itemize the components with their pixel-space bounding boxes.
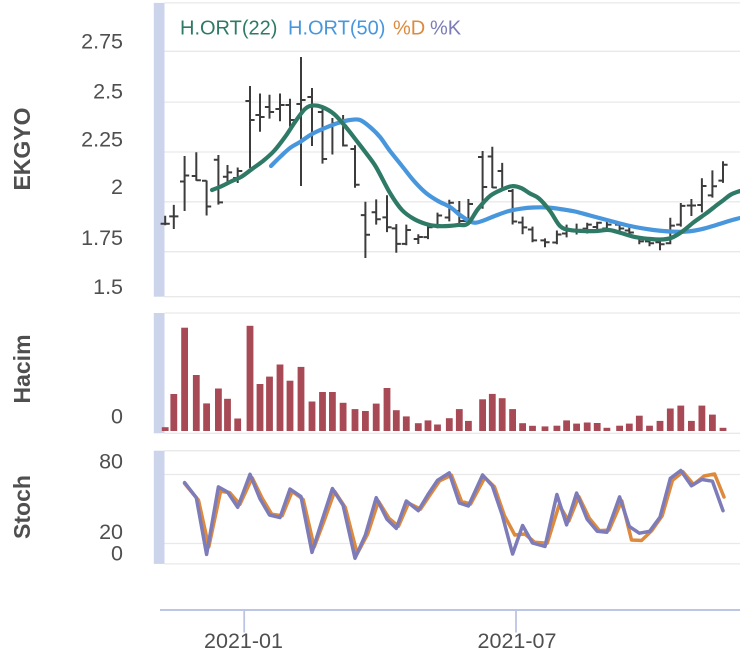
- svg-text:0: 0: [111, 542, 123, 566]
- svg-text:EKGYO: EKGYO: [9, 107, 35, 190]
- svg-text:1.75: 1.75: [81, 226, 123, 250]
- svg-text:1.5: 1.5: [93, 275, 123, 299]
- svg-text:20: 20: [99, 520, 123, 544]
- svg-text:%D: %D: [393, 18, 425, 40]
- svg-text:0: 0: [111, 405, 123, 429]
- svg-text:H.ORT(50): H.ORT(50): [288, 18, 385, 40]
- svg-text:2.25: 2.25: [81, 128, 123, 152]
- svg-text:2021-01: 2021-01: [204, 629, 283, 653]
- svg-text:Stoch: Stoch: [9, 475, 35, 539]
- svg-text:2: 2: [111, 175, 123, 199]
- svg-text:2021-07: 2021-07: [478, 629, 557, 653]
- svg-text:2.5: 2.5: [93, 80, 123, 104]
- svg-text:%K: %K: [430, 18, 462, 40]
- svg-text:H.ORT(22): H.ORT(22): [180, 18, 277, 40]
- svg-text:Hacim: Hacim: [9, 334, 35, 403]
- svg-text:80: 80: [99, 450, 123, 474]
- svg-text:2.75: 2.75: [81, 30, 123, 54]
